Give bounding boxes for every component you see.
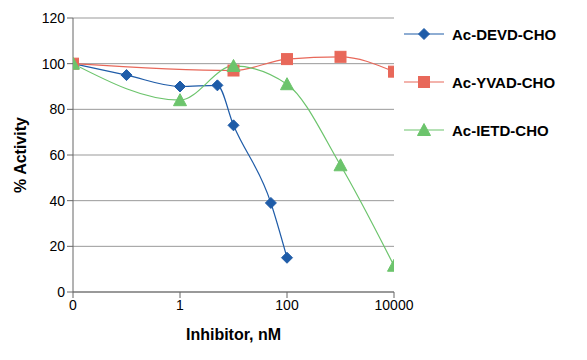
svg-text:100: 100 <box>42 56 66 72</box>
svg-text:% Activity: % Activity <box>12 117 29 193</box>
html-text:Ac-YVAD-CHO: Ac-YVAD-CHO <box>452 73 556 91</box>
html-text:Ac-IETD-CHO: Ac-IETD-CHO <box>452 121 549 139</box>
svg-text:0: 0 <box>69 297 77 313</box>
svg-text:60: 60 <box>49 147 65 163</box>
svg-text:20: 20 <box>49 238 65 254</box>
html-text:Ac-DEVD-CHO: Ac-DEVD-CHO <box>452 25 557 43</box>
svg-text:120: 120 <box>42 10 66 26</box>
svg-text:0: 0 <box>57 284 65 300</box>
svg-text:Inhibitor, nM: Inhibitor, nM <box>186 326 281 343</box>
svg-text:10000: 10000 <box>375 297 414 313</box>
svg-text:100: 100 <box>275 297 299 313</box>
svg-text:80: 80 <box>49 101 65 117</box>
svg-text:1: 1 <box>176 297 184 313</box>
svg-text:40: 40 <box>49 193 65 209</box>
